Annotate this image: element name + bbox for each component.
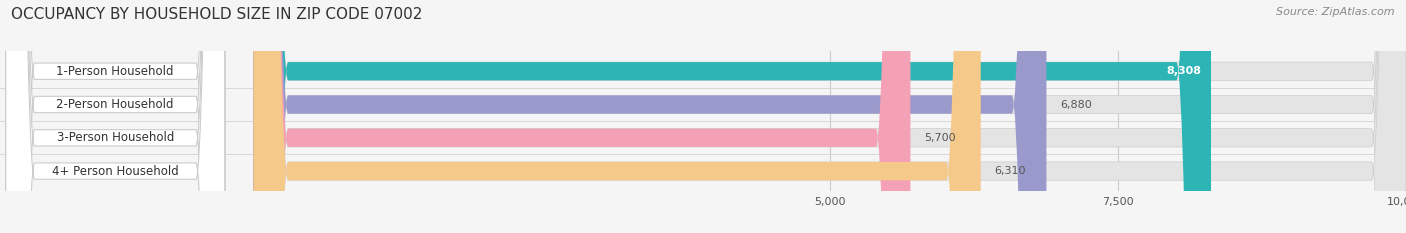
FancyBboxPatch shape — [253, 0, 1046, 233]
Text: 3-Person Household: 3-Person Household — [56, 131, 174, 144]
FancyBboxPatch shape — [253, 0, 1406, 233]
FancyBboxPatch shape — [253, 0, 911, 233]
Text: 2-Person Household: 2-Person Household — [56, 98, 174, 111]
FancyBboxPatch shape — [6, 0, 225, 233]
Text: 6,310: 6,310 — [994, 166, 1026, 176]
Text: 4+ Person Household: 4+ Person Household — [52, 164, 179, 178]
FancyBboxPatch shape — [253, 0, 1406, 233]
FancyBboxPatch shape — [6, 0, 225, 233]
Text: OCCUPANCY BY HOUSEHOLD SIZE IN ZIP CODE 07002: OCCUPANCY BY HOUSEHOLD SIZE IN ZIP CODE … — [11, 7, 423, 22]
FancyBboxPatch shape — [253, 0, 1406, 233]
Text: 8,308: 8,308 — [1167, 66, 1202, 76]
FancyBboxPatch shape — [253, 0, 1211, 233]
Text: 5,700: 5,700 — [924, 133, 956, 143]
Text: Source: ZipAtlas.com: Source: ZipAtlas.com — [1277, 7, 1395, 17]
FancyBboxPatch shape — [253, 0, 981, 233]
FancyBboxPatch shape — [6, 0, 225, 233]
Text: 1-Person Household: 1-Person Household — [56, 65, 174, 78]
FancyBboxPatch shape — [6, 0, 225, 233]
Text: 6,880: 6,880 — [1060, 99, 1092, 110]
FancyBboxPatch shape — [253, 0, 1406, 233]
